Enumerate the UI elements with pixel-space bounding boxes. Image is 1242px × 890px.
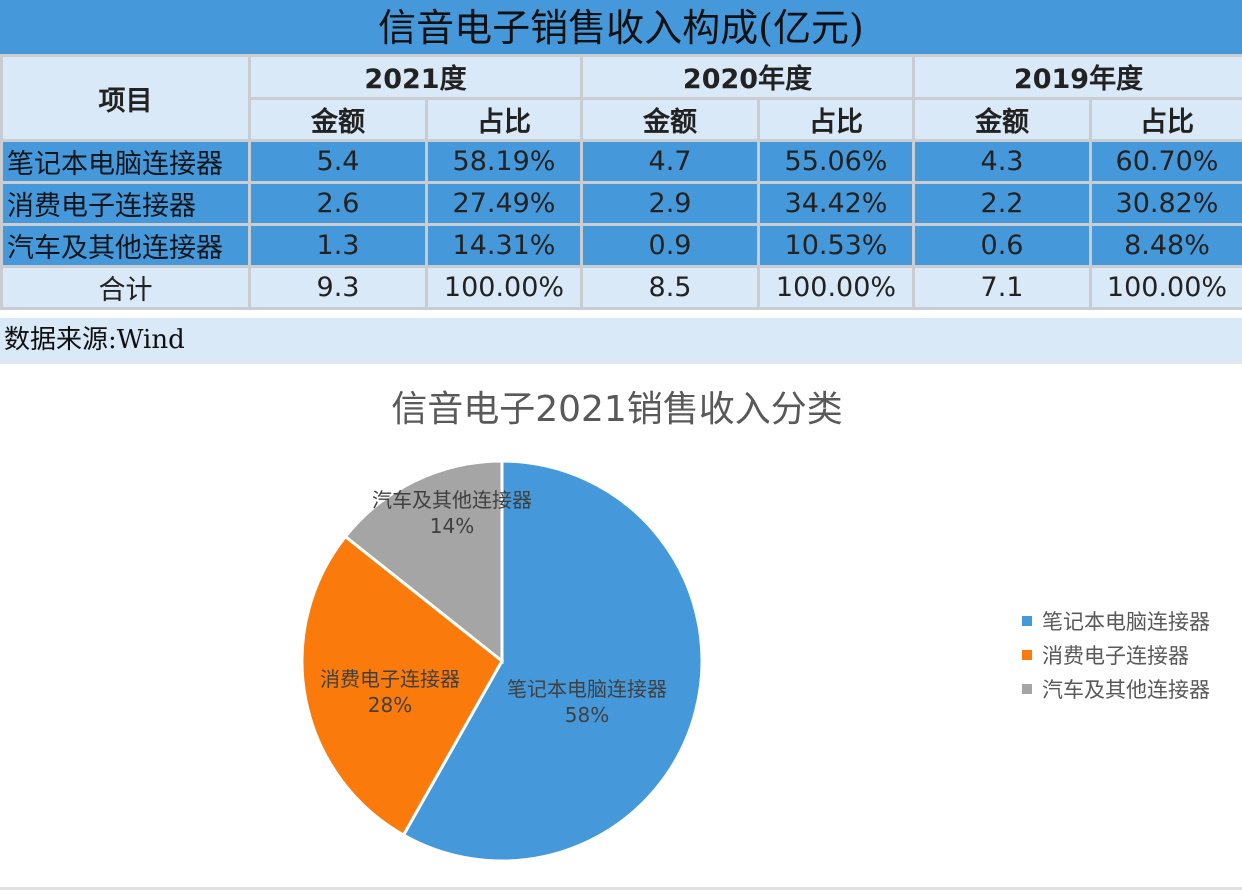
row-label: 笔记本电脑连接器 [0,139,251,184]
cell: 100.00% [1089,265,1242,310]
pie-label-auto: 汽车及其他连接器 14% [372,488,532,538]
cell: 27.49% [425,181,583,226]
year-header-2021: 2021度 [248,54,583,100]
legend-swatch-icon [1022,650,1032,660]
pie-slices [300,459,704,863]
row-label: 汽车及其他连接器 [0,223,251,268]
cell: 34.42% [757,181,915,226]
cell: 5.4 [248,139,428,184]
cell: 55.06% [757,139,915,184]
pie-slice [300,534,504,838]
item-header: 项目 [0,54,251,142]
pie-slice [401,459,704,863]
cell: 4.7 [580,139,760,184]
cell: 2.2 [912,181,1092,226]
total-label: 合计 [0,265,251,310]
chart-legend: 笔记本电脑连接器 消费电子连接器 汽车及其他连接器 [1022,604,1210,706]
cell: 14.31% [425,223,583,268]
cell: 60.70% [1089,139,1242,184]
pie-slice [343,459,504,665]
year-header-2020: 2020年度 [580,54,915,100]
table-row: 汽车及其他连接器 1.3 14.31% 0.9 10.53% 0.6 8.48% [0,223,1242,268]
cell: 58.19% [425,139,583,184]
table-title: 信音电子销售收入构成(亿元) [378,6,864,50]
cell: 0.9 [580,223,760,268]
cell: 1.3 [248,223,428,268]
cell: 2.6 [248,181,428,226]
amount-header: 金额 [580,96,760,142]
table-title-bar: 信音电子销售收入构成(亿元) [0,0,1242,54]
source-text: 数据来源:Wind [4,325,185,355]
cell: 7.1 [912,265,1092,310]
table-row: 消费电子连接器 2.6 27.49% 2.9 34.42% 2.2 30.82% [0,181,1242,226]
year-header-2019: 2019年度 [912,54,1242,100]
legend-item-auto: 汽车及其他连接器 [1022,672,1210,706]
divider [0,887,1242,890]
table-row: 笔记本电脑连接器 5.4 58.19% 4.7 55.06% 4.3 60.70… [0,139,1242,184]
legend-item-notebook: 笔记本电脑连接器 [1022,604,1210,638]
cell: 9.3 [248,265,428,310]
cell: 4.3 [912,139,1092,184]
amount-header: 金额 [912,96,1092,142]
pie-label-consumer: 消费电子连接器 28% [320,667,460,717]
chart-title: 信音电子2021销售收入分类 [391,389,843,430]
cell: 100.00% [425,265,583,310]
total-row: 合计 9.3 100.00% 8.5 100.00% 7.1 100.00% [0,265,1242,310]
cell: 10.53% [757,223,915,268]
share-header: 占比 [757,96,915,142]
row-label: 消费电子连接器 [0,181,251,226]
cell: 30.82% [1089,181,1242,226]
cell: 8.5 [580,265,760,310]
cell: 100.00% [757,265,915,310]
cell: 0.6 [912,223,1092,268]
share-header: 占比 [425,96,583,142]
cell: 8.48% [1089,223,1242,268]
data-source-note: 数据来源:Wind [0,318,1242,364]
legend-swatch-icon [1022,616,1032,626]
revenue-table: 项目 2021度 2020年度 2019年度 金额 占比 金额 占比 金额 占比… [0,54,1242,310]
pie-label-notebook: 笔记本电脑连接器 58% [507,677,667,727]
legend-swatch-icon [1022,684,1032,694]
legend-item-consumer: 消费电子连接器 [1022,638,1210,672]
share-header: 占比 [1089,96,1242,142]
cell: 2.9 [580,181,760,226]
amount-header: 金额 [248,96,428,142]
